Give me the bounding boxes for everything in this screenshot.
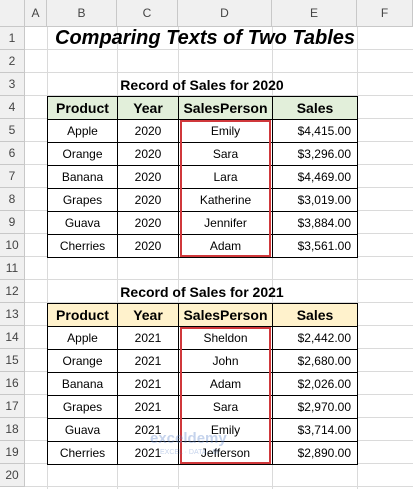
grid-line bbox=[25, 486, 413, 487]
header-cell: Product bbox=[47, 303, 118, 327]
grid-line bbox=[178, 27, 179, 489]
grid-line bbox=[25, 72, 413, 73]
cell: 2020 bbox=[117, 119, 179, 143]
cell: 2021 bbox=[117, 326, 179, 350]
cell: Emily bbox=[178, 119, 273, 143]
row-header: 16 bbox=[0, 372, 25, 395]
row-header: 10 bbox=[0, 234, 25, 257]
grid-line bbox=[47, 27, 48, 489]
cell: $2,970.00 bbox=[272, 395, 358, 419]
row-header: 18 bbox=[0, 418, 25, 441]
cell: Lara bbox=[178, 165, 273, 189]
row-header: 1 bbox=[0, 27, 25, 50]
cell: Apple bbox=[47, 326, 118, 350]
cell: Cherries bbox=[47, 234, 118, 258]
grid-line bbox=[25, 279, 413, 280]
highlight-box bbox=[180, 120, 271, 257]
cell: 2021 bbox=[117, 372, 179, 396]
grid-line bbox=[25, 49, 413, 50]
grid-line bbox=[25, 95, 413, 96]
header-cell: SalesPerson bbox=[178, 96, 273, 120]
cell: Orange bbox=[47, 349, 118, 373]
row-header: 3 bbox=[0, 73, 25, 96]
row-header: 4 bbox=[0, 96, 25, 119]
row-header: 2 bbox=[0, 50, 25, 73]
row-header: 9 bbox=[0, 211, 25, 234]
watermark: exceldemy bbox=[150, 430, 227, 447]
cell: 2020 bbox=[117, 234, 179, 258]
cell: $3,019.00 bbox=[272, 188, 358, 212]
cell: 2020 bbox=[117, 165, 179, 189]
column-header: D bbox=[178, 0, 272, 27]
row-header: 8 bbox=[0, 188, 25, 211]
cell: Orange bbox=[47, 142, 118, 166]
header-cell: Year bbox=[117, 96, 179, 120]
cell: $3,884.00 bbox=[272, 211, 358, 235]
row-header: 11 bbox=[0, 257, 25, 280]
table-caption: Record of Sales for 2020 bbox=[120, 76, 284, 93]
highlight-box bbox=[180, 327, 271, 464]
cell: $4,415.00 bbox=[272, 119, 358, 143]
column-header: A bbox=[25, 0, 47, 27]
cell: Jennifer bbox=[178, 211, 273, 235]
row-header: 6 bbox=[0, 142, 25, 165]
cell: Banana bbox=[47, 165, 118, 189]
cell: Sheldon bbox=[178, 326, 273, 350]
cell: Grapes bbox=[47, 395, 118, 419]
row-header: 13 bbox=[0, 303, 25, 326]
corner bbox=[0, 0, 25, 27]
cell: 2021 bbox=[117, 349, 179, 373]
cell: Cherries bbox=[47, 441, 118, 465]
cell: $2,026.00 bbox=[272, 372, 358, 396]
cell: Adam bbox=[178, 234, 273, 258]
cell: 2021 bbox=[117, 395, 179, 419]
table-caption: Record of Sales for 2021 bbox=[120, 283, 284, 300]
header-cell: Sales bbox=[272, 303, 358, 327]
cell: Grapes bbox=[47, 188, 118, 212]
header-cell: Product bbox=[47, 96, 118, 120]
header-cell: Year bbox=[117, 303, 179, 327]
cell: $2,890.00 bbox=[272, 441, 358, 465]
cell: 2020 bbox=[117, 142, 179, 166]
row-header: 20 bbox=[0, 464, 25, 487]
cell: $4,469.00 bbox=[272, 165, 358, 189]
cell: 2020 bbox=[117, 188, 179, 212]
column-header: C bbox=[117, 0, 178, 27]
cell: Apple bbox=[47, 119, 118, 143]
row-header: 7 bbox=[0, 165, 25, 188]
grid-line bbox=[357, 27, 358, 489]
row-header: 17 bbox=[0, 395, 25, 418]
grid-line bbox=[117, 27, 118, 489]
cell: $3,714.00 bbox=[272, 418, 358, 442]
cell: 2021 bbox=[117, 418, 179, 442]
cell: $2,442.00 bbox=[272, 326, 358, 350]
cell: Jefferson bbox=[178, 441, 273, 465]
row-header: 15 bbox=[0, 349, 25, 372]
grid-line bbox=[272, 27, 273, 489]
cell: $3,296.00 bbox=[272, 142, 358, 166]
row-header: 12 bbox=[0, 280, 25, 303]
header-cell: Sales bbox=[272, 96, 358, 120]
cell: Katherine bbox=[178, 188, 273, 212]
grid-line bbox=[25, 302, 413, 303]
cell: $3,561.00 bbox=[272, 234, 358, 258]
cell: Guava bbox=[47, 418, 118, 442]
cell: Sara bbox=[178, 395, 273, 419]
sheet-title: Comparing Texts of Two Tables bbox=[55, 27, 356, 49]
column-header: B bbox=[47, 0, 117, 27]
cell: 2020 bbox=[117, 211, 179, 235]
row-header: 19 bbox=[0, 441, 25, 464]
watermark-tagline: EXCEL · DATA · BI bbox=[160, 449, 219, 456]
cell: $2,680.00 bbox=[272, 349, 358, 373]
cell: Guava bbox=[47, 211, 118, 235]
column-header: E bbox=[272, 0, 357, 27]
row-header: 5 bbox=[0, 119, 25, 142]
cell: Banana bbox=[47, 372, 118, 396]
row-header: 14 bbox=[0, 326, 25, 349]
column-header: F bbox=[357, 0, 413, 27]
header-cell: SalesPerson bbox=[178, 303, 273, 327]
